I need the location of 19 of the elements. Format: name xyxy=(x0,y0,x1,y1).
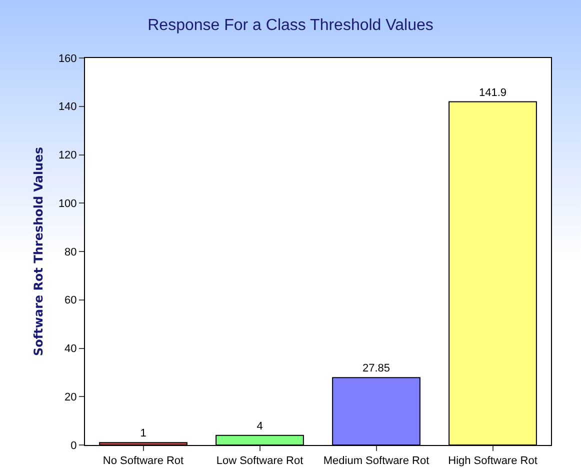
x-tick-label: High Software Rot xyxy=(448,455,538,468)
x-tick-label: Medium Software Rot xyxy=(323,455,430,468)
x-tick-label: Low Software Rot xyxy=(216,455,304,468)
y-tick-label: 160 xyxy=(58,52,77,65)
data-label: 1 xyxy=(140,428,146,440)
y-tick-label: 0 xyxy=(70,440,77,452)
y-tick-label: 120 xyxy=(58,150,77,162)
y-tick-label: 100 xyxy=(58,198,77,210)
y-tick-label: 20 xyxy=(64,391,77,404)
data-label: 27.85 xyxy=(362,362,390,375)
data-label: 4 xyxy=(256,420,263,432)
y-tick-label: 140 xyxy=(58,101,77,114)
data-label: 141.9 xyxy=(478,86,507,99)
chart-title: Response For a Class Threshold Values xyxy=(148,17,434,34)
y-tick-label: 80 xyxy=(64,246,77,258)
y-tick-label: 60 xyxy=(64,294,77,307)
y-tick-label: 40 xyxy=(64,343,77,356)
x-tick-label: No Software Rot xyxy=(102,455,184,468)
y-axis-title: Software Rot Threshold Values xyxy=(32,147,46,356)
